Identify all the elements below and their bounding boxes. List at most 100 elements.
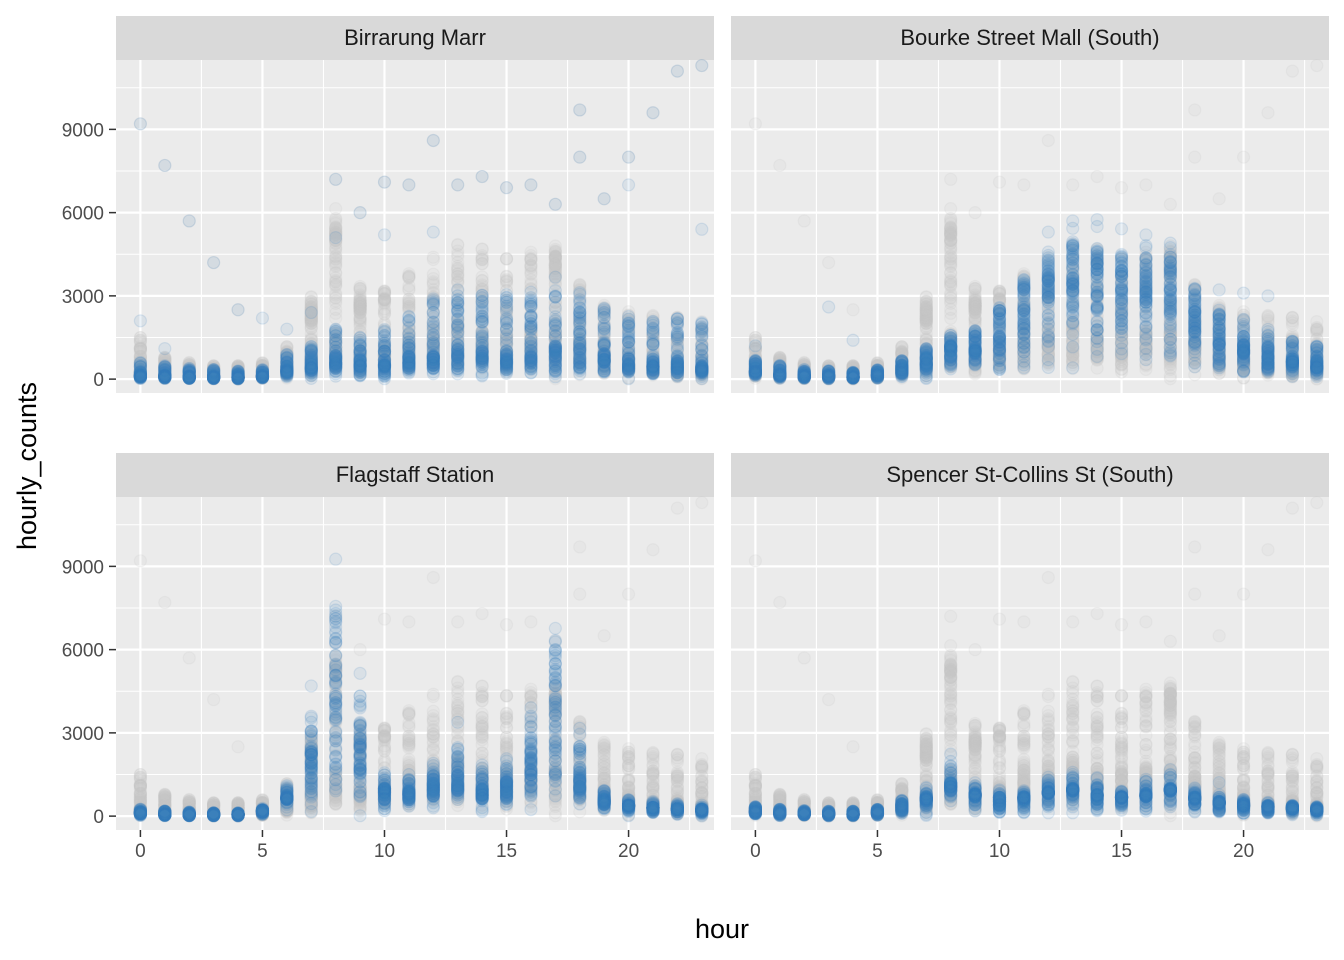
background-point (133, 360, 148, 374)
background-point (133, 363, 148, 377)
background-point (548, 258, 562, 272)
background-point (133, 371, 148, 385)
background-point (182, 364, 196, 378)
background-point (182, 361, 196, 375)
data-point (377, 228, 392, 242)
data-point (524, 354, 538, 368)
background-point (353, 306, 367, 320)
background-point (158, 362, 172, 376)
background-point (182, 368, 196, 382)
background-point (158, 368, 172, 382)
background-point (158, 369, 172, 383)
background-point (158, 370, 172, 384)
background-point (133, 367, 148, 381)
data-point (670, 366, 684, 380)
background-point (182, 370, 196, 384)
data-point (548, 359, 562, 373)
data-point (353, 352, 367, 366)
background-point (158, 369, 172, 383)
background-point (133, 366, 148, 381)
background-point (182, 358, 196, 372)
background-point (133, 366, 148, 380)
data-point (182, 214, 196, 228)
background-point (133, 342, 148, 356)
background-point (158, 371, 172, 386)
background-point (182, 370, 196, 384)
background-point (377, 284, 392, 298)
background-point (158, 364, 172, 378)
background-point (944, 275, 958, 289)
background-point (158, 361, 172, 376)
data-point (646, 106, 660, 120)
data-point (280, 322, 294, 336)
data-point (133, 117, 148, 131)
background-point (158, 351, 172, 365)
data-point (499, 181, 514, 195)
data-point (451, 341, 465, 355)
data-point (280, 360, 294, 374)
data-point (329, 323, 343, 337)
data-point (548, 339, 562, 353)
background-point (158, 353, 172, 368)
background-point (182, 370, 196, 384)
background-point (182, 369, 196, 383)
background-point (133, 357, 148, 371)
background-point (182, 371, 196, 385)
data-point (573, 150, 587, 164)
background-point (133, 364, 148, 378)
background-point (182, 370, 196, 384)
background-point (158, 360, 172, 374)
background-point (133, 368, 148, 382)
background-point (133, 368, 148, 382)
data-point (255, 365, 270, 379)
data-point (402, 178, 416, 192)
background-point (182, 370, 196, 384)
data-point (475, 357, 489, 372)
background-point (158, 360, 172, 374)
background-point (158, 363, 172, 377)
background-point (182, 367, 196, 381)
background-point (158, 367, 172, 381)
background-point (133, 366, 148, 380)
background-point (158, 369, 172, 383)
background-point (133, 364, 148, 379)
background-point (133, 340, 148, 354)
background-point (182, 358, 196, 372)
background-point (158, 370, 172, 385)
background-point (158, 350, 172, 364)
background-point (499, 252, 514, 266)
background-point (158, 368, 172, 383)
background-point (133, 344, 148, 358)
background-point (158, 368, 172, 382)
background-point (426, 275, 440, 289)
y-tick-label: 3000 (62, 287, 104, 308)
background-point (133, 358, 148, 372)
background-point (182, 371, 196, 385)
background-point (133, 366, 148, 381)
background-point (133, 367, 148, 381)
background-point (329, 213, 343, 227)
background-point (329, 275, 343, 289)
data-point (670, 312, 684, 326)
background-point (499, 272, 514, 287)
background-point (992, 284, 1007, 298)
background-point (182, 369, 196, 384)
facet-title: Birrarung Marr (344, 25, 486, 50)
background-point (133, 368, 148, 382)
background-point (133, 341, 148, 355)
background-point (182, 371, 196, 385)
background-point (133, 356, 148, 370)
data-point (329, 231, 343, 245)
data-point (451, 289, 465, 303)
background-point (426, 250, 440, 264)
background-point (133, 366, 148, 380)
data-point (475, 291, 489, 305)
background-point (158, 370, 172, 384)
background-point (158, 367, 172, 381)
background-point (133, 366, 148, 380)
data-point (573, 305, 587, 319)
background-point (133, 369, 148, 384)
data-point (621, 331, 636, 345)
background-point (158, 354, 172, 368)
data-point (670, 64, 684, 78)
